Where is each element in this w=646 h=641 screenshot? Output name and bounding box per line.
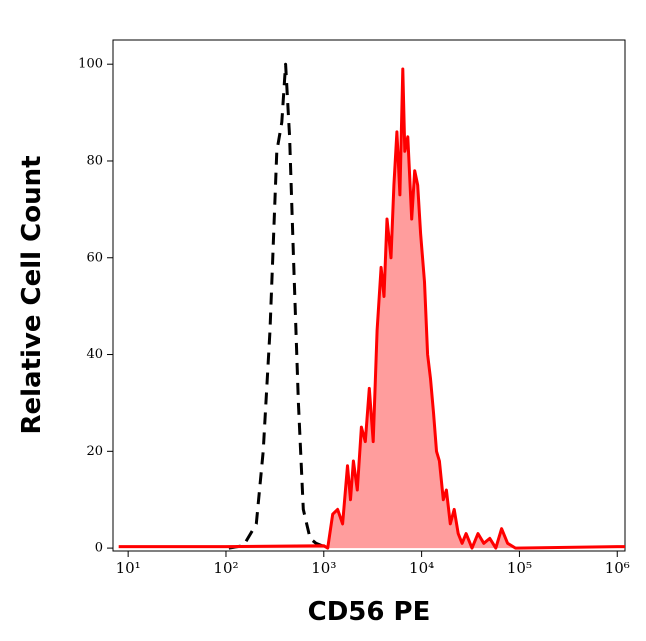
x-tick-label: 10²	[213, 559, 238, 577]
y-tick-label: 80	[86, 153, 103, 168]
y-tick-label: 40	[86, 347, 103, 362]
y-axis-title: Relative Cell Count	[17, 155, 47, 434]
x-tick-label: 10¹	[116, 559, 141, 577]
y-tick-label: 0	[95, 541, 103, 556]
line	[228, 62, 329, 550]
line	[118, 67, 625, 550]
y-tick-label: 20	[86, 444, 103, 459]
area	[118, 69, 625, 549]
x-tick-label: 10⁵	[507, 559, 532, 577]
x-tick-label: 10⁴	[409, 559, 434, 577]
x-axis-title: CD56 PE	[308, 597, 431, 627]
x-tick-label: 10⁶	[605, 559, 630, 577]
y-tick-label: 60	[86, 250, 103, 265]
y-tick-label: 100	[78, 57, 103, 72]
x-tick-label: 10³	[311, 559, 336, 577]
plot-frame	[112, 39, 626, 552]
